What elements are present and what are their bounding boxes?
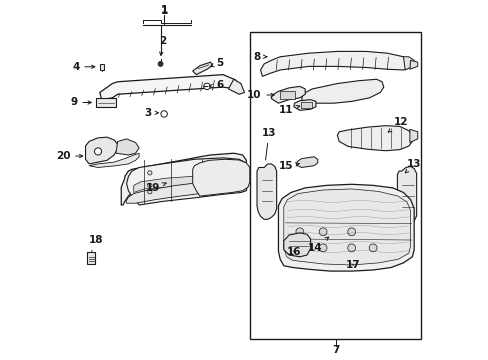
Polygon shape (121, 153, 246, 205)
Text: 11: 11 (279, 105, 299, 115)
Polygon shape (409, 60, 417, 69)
Polygon shape (126, 158, 247, 205)
Text: 12: 12 (387, 117, 407, 132)
Text: 13: 13 (405, 159, 421, 173)
Polygon shape (301, 79, 383, 103)
Text: 5: 5 (210, 58, 223, 68)
Text: 4: 4 (72, 62, 95, 72)
Polygon shape (403, 57, 413, 70)
Circle shape (295, 228, 303, 236)
Polygon shape (283, 189, 410, 265)
Bar (280, 91, 294, 99)
Polygon shape (134, 173, 235, 193)
Text: 13: 13 (261, 128, 276, 160)
Text: 16: 16 (286, 247, 301, 257)
Circle shape (94, 148, 102, 155)
Polygon shape (89, 153, 139, 167)
Text: 1: 1 (160, 6, 167, 16)
Text: 18: 18 (89, 235, 103, 251)
Text: 14: 14 (307, 237, 328, 252)
Text: 9: 9 (70, 98, 91, 108)
Polygon shape (337, 126, 411, 151)
Text: 1: 1 (160, 5, 167, 15)
Bar (300, 102, 311, 108)
Circle shape (319, 228, 326, 236)
Polygon shape (125, 176, 246, 203)
Bar (249, 32, 421, 339)
Polygon shape (397, 166, 416, 226)
Text: 3: 3 (144, 108, 158, 118)
Circle shape (147, 171, 152, 175)
Circle shape (161, 111, 167, 117)
Circle shape (347, 228, 355, 236)
Text: 17: 17 (346, 260, 360, 270)
Polygon shape (192, 159, 249, 196)
Text: 8: 8 (253, 52, 266, 62)
Bar (87, 252, 95, 264)
Bar (96, 98, 116, 107)
Bar (100, 64, 104, 70)
Polygon shape (192, 62, 212, 75)
Circle shape (368, 244, 376, 252)
Polygon shape (116, 139, 139, 155)
Circle shape (158, 62, 163, 66)
Polygon shape (409, 129, 417, 143)
Text: 20: 20 (56, 151, 82, 161)
Text: 2: 2 (159, 36, 165, 55)
Circle shape (347, 244, 355, 252)
Polygon shape (228, 79, 244, 94)
Circle shape (147, 190, 152, 194)
Polygon shape (257, 164, 276, 219)
Polygon shape (271, 86, 305, 103)
Polygon shape (85, 137, 118, 164)
Circle shape (147, 183, 152, 188)
Polygon shape (260, 51, 410, 76)
Text: 15: 15 (279, 161, 299, 171)
Polygon shape (293, 100, 315, 111)
Polygon shape (100, 75, 239, 100)
Text: 7: 7 (331, 345, 339, 355)
Circle shape (319, 244, 326, 252)
Circle shape (295, 244, 303, 252)
Polygon shape (278, 184, 413, 271)
Polygon shape (296, 157, 317, 167)
Text: 10: 10 (246, 90, 274, 100)
Text: 6: 6 (209, 80, 223, 90)
Circle shape (203, 83, 210, 90)
Text: 19: 19 (146, 183, 166, 193)
Polygon shape (283, 233, 310, 257)
